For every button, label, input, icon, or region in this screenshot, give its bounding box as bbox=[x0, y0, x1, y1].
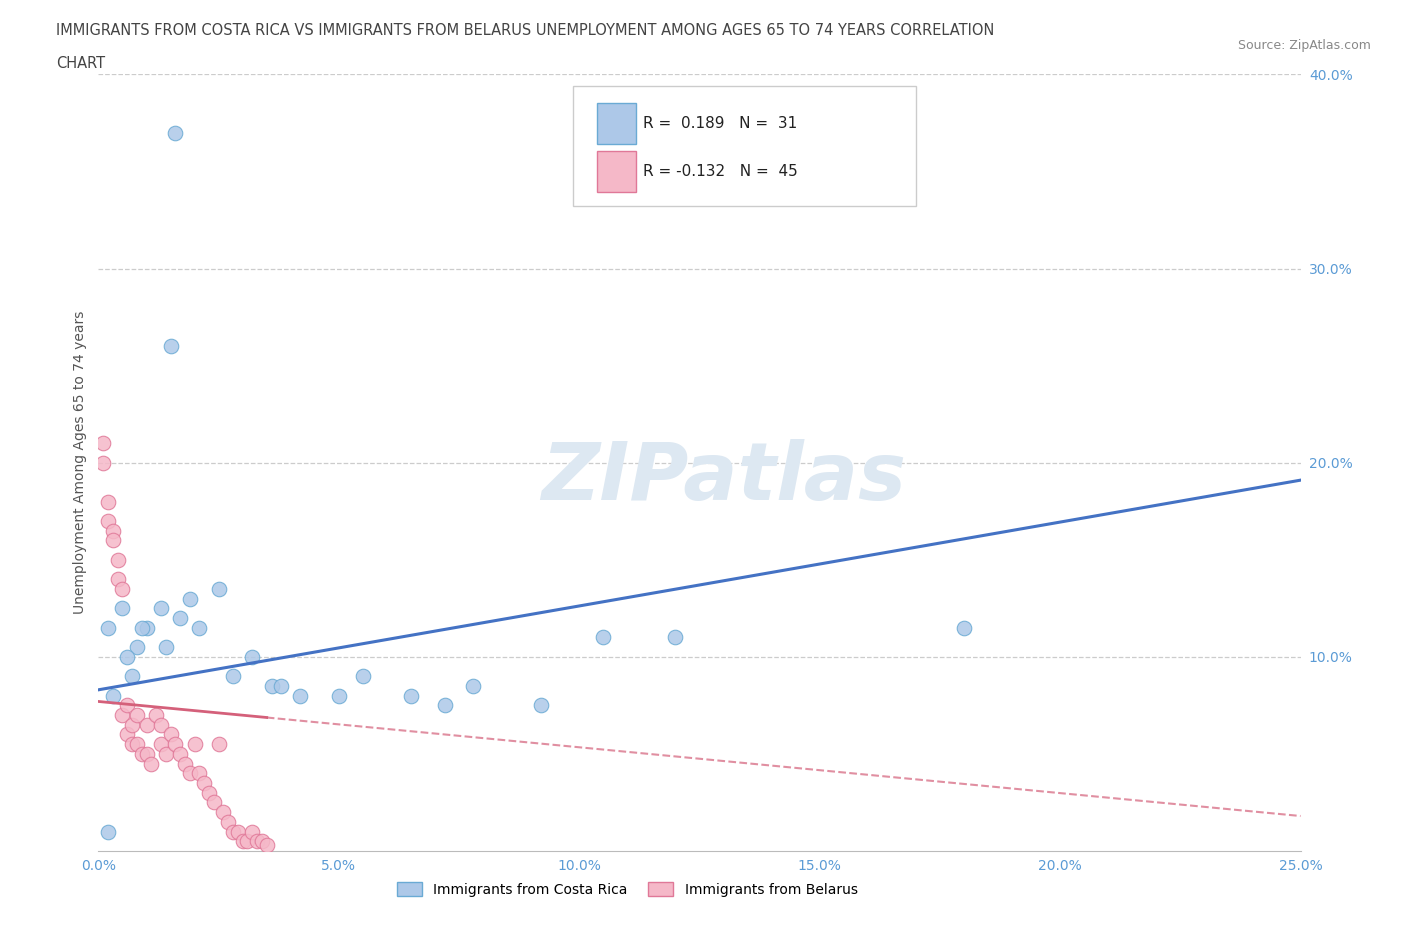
Point bbox=[91, 456, 114, 471]
Point bbox=[149, 601, 172, 616]
Point bbox=[101, 688, 124, 703]
Point bbox=[236, 834, 259, 849]
Point bbox=[149, 717, 172, 732]
Point bbox=[188, 620, 211, 635]
Point bbox=[240, 824, 263, 839]
Point bbox=[256, 838, 278, 853]
Point bbox=[125, 708, 148, 723]
Point bbox=[159, 727, 181, 742]
Point bbox=[159, 339, 181, 353]
Point bbox=[217, 815, 239, 830]
Point bbox=[165, 737, 187, 751]
Point bbox=[107, 572, 129, 587]
Point bbox=[592, 630, 614, 644]
Point bbox=[169, 611, 191, 626]
Point bbox=[165, 126, 187, 140]
Point bbox=[145, 708, 167, 723]
Text: IMMIGRANTS FROM COSTA RICA VS IMMIGRANTS FROM BELARUS UNEMPLOYMENT AMONG AGES 65: IMMIGRANTS FROM COSTA RICA VS IMMIGRANTS… bbox=[56, 23, 994, 38]
Point bbox=[328, 688, 350, 703]
Point bbox=[121, 669, 143, 684]
Point bbox=[240, 649, 263, 664]
Text: ZIPatlas: ZIPatlas bbox=[541, 439, 905, 517]
Point bbox=[107, 552, 129, 567]
Point bbox=[246, 834, 269, 849]
Point bbox=[135, 717, 157, 732]
Point bbox=[121, 717, 143, 732]
Point bbox=[188, 766, 211, 781]
Point bbox=[131, 747, 153, 762]
Point bbox=[117, 649, 139, 664]
Point bbox=[250, 834, 273, 849]
Point bbox=[222, 669, 245, 684]
Point bbox=[101, 524, 124, 538]
Point bbox=[97, 494, 120, 509]
Point bbox=[135, 620, 157, 635]
Point bbox=[121, 737, 143, 751]
Point bbox=[202, 795, 225, 810]
Point bbox=[399, 688, 422, 703]
Point bbox=[463, 679, 485, 694]
Text: CHART: CHART bbox=[56, 56, 105, 71]
Point bbox=[155, 747, 177, 762]
Text: R = -0.132   N =  45: R = -0.132 N = 45 bbox=[643, 164, 797, 179]
Point bbox=[97, 620, 120, 635]
Point bbox=[208, 737, 231, 751]
Point bbox=[125, 737, 148, 751]
FancyBboxPatch shape bbox=[598, 152, 636, 192]
Point bbox=[222, 824, 245, 839]
Point bbox=[125, 640, 148, 655]
Point bbox=[91, 436, 114, 451]
Point bbox=[530, 698, 553, 712]
Point bbox=[179, 766, 201, 781]
Point bbox=[135, 747, 157, 762]
Text: Source: ZipAtlas.com: Source: ZipAtlas.com bbox=[1237, 39, 1371, 52]
Legend: Immigrants from Costa Rica, Immigrants from Belarus: Immigrants from Costa Rica, Immigrants f… bbox=[392, 876, 863, 902]
Point bbox=[169, 747, 191, 762]
Point bbox=[212, 804, 235, 819]
Point bbox=[433, 698, 456, 712]
Point bbox=[111, 708, 134, 723]
Y-axis label: Unemployment Among Ages 65 to 74 years: Unemployment Among Ages 65 to 74 years bbox=[73, 311, 87, 615]
Point bbox=[141, 756, 163, 771]
Point bbox=[290, 688, 312, 703]
Point bbox=[664, 630, 686, 644]
Point bbox=[198, 785, 221, 800]
Point bbox=[97, 824, 120, 839]
Point bbox=[111, 581, 134, 596]
Point bbox=[117, 698, 139, 712]
Point bbox=[174, 756, 197, 771]
Point bbox=[953, 620, 976, 635]
Point bbox=[155, 640, 177, 655]
Point bbox=[193, 776, 215, 790]
Point bbox=[131, 620, 153, 635]
Text: R =  0.189   N =  31: R = 0.189 N = 31 bbox=[643, 116, 797, 131]
Point bbox=[208, 581, 231, 596]
Point bbox=[183, 737, 205, 751]
Point bbox=[260, 679, 283, 694]
Point bbox=[352, 669, 374, 684]
Point bbox=[179, 591, 201, 606]
Point bbox=[97, 513, 120, 528]
Point bbox=[101, 533, 124, 548]
Point bbox=[149, 737, 172, 751]
Point bbox=[117, 727, 139, 742]
Point bbox=[111, 601, 134, 616]
Point bbox=[226, 824, 249, 839]
FancyBboxPatch shape bbox=[598, 103, 636, 143]
Point bbox=[232, 834, 254, 849]
Point bbox=[270, 679, 292, 694]
FancyBboxPatch shape bbox=[574, 86, 915, 206]
